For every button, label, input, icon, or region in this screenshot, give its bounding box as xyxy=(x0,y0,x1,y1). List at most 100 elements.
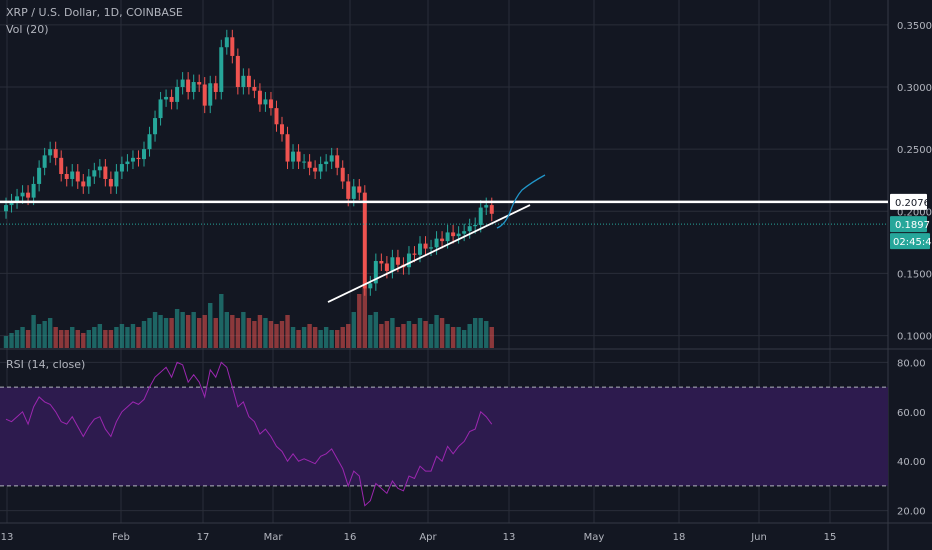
candle-body xyxy=(318,164,323,172)
volume-bar xyxy=(158,315,163,348)
candle-body xyxy=(142,149,146,160)
volume-bar xyxy=(230,315,235,348)
volume-bar xyxy=(180,312,185,348)
candle-body xyxy=(440,238,445,242)
volume-bar xyxy=(395,327,401,348)
volume-bar xyxy=(450,327,456,348)
volume-bar xyxy=(125,327,130,348)
candle-body xyxy=(384,263,389,271)
price-tick-label: 0.3000 xyxy=(897,83,932,94)
candle-body xyxy=(175,87,180,102)
level-price-label: 0.2076 xyxy=(895,198,930,209)
time-tick-label: Apr xyxy=(419,532,437,543)
candle-body xyxy=(296,151,301,162)
candle-body xyxy=(208,83,213,106)
candle-body xyxy=(235,55,240,87)
volume-bar xyxy=(340,327,345,348)
candle-body xyxy=(191,82,196,92)
volume-bar xyxy=(329,330,334,348)
volume-bar xyxy=(47,318,53,348)
volume-bar xyxy=(31,315,36,348)
time-tick-label: Mar xyxy=(264,532,284,543)
time-tick-label: 15 xyxy=(824,532,837,543)
time-tick-label: 13 xyxy=(1,532,14,543)
volume-bar xyxy=(456,327,461,348)
volume-bar xyxy=(252,321,257,348)
candle-body xyxy=(280,124,284,135)
candle-body xyxy=(268,99,273,109)
volume-bar xyxy=(445,324,450,348)
volume-legend[interactable]: Vol (20) xyxy=(6,23,49,36)
volume-bar xyxy=(478,318,483,348)
candle-body xyxy=(346,181,351,199)
candle-body xyxy=(4,205,8,212)
volume-bar xyxy=(434,315,439,348)
volume-bar xyxy=(136,327,141,348)
time-tick-label: May xyxy=(584,532,605,543)
candle-body xyxy=(114,171,119,187)
volume-bar xyxy=(92,327,97,348)
candle-body xyxy=(390,257,395,271)
volume-bar xyxy=(130,324,136,348)
volume-bar xyxy=(318,330,323,348)
candle-body xyxy=(307,161,312,168)
volume-bar xyxy=(86,330,91,348)
volume-bar xyxy=(197,318,202,348)
volume-bar xyxy=(412,324,417,348)
candle-body xyxy=(92,170,97,177)
volume-bar xyxy=(213,318,218,348)
volume-bar xyxy=(263,318,268,348)
candle-body xyxy=(406,253,411,268)
rsi-band xyxy=(0,387,888,486)
rsi-legend[interactable]: RSI (14, close) xyxy=(6,358,86,371)
volume-bar xyxy=(191,312,196,348)
axes: 0.3500 0.3000 0.2500 0.2000 0.1500 0.1000 80.0… xyxy=(1,21,932,543)
volume-bar xyxy=(185,315,191,348)
candle-body xyxy=(473,224,478,227)
price-tick-label: 0.1500 xyxy=(897,269,932,280)
volume-bar xyxy=(64,330,69,348)
volume-bar xyxy=(307,324,312,348)
volume-bar xyxy=(14,330,20,348)
candle-body xyxy=(484,205,489,208)
volume-bar xyxy=(36,324,42,348)
candle-body xyxy=(423,243,428,249)
volume-bar xyxy=(335,330,340,348)
symbol-legend[interactable]: XRP / U.S. Dollar, 1D, COINBASE xyxy=(6,6,183,19)
volume-bar xyxy=(3,336,9,348)
time-tick-label: Jun xyxy=(750,532,767,543)
candle-body xyxy=(257,90,262,105)
time-tick-label: 17 xyxy=(197,532,210,543)
candle-body xyxy=(81,181,86,187)
volume-bar xyxy=(20,327,25,348)
candle-body xyxy=(169,96,174,102)
candle-body xyxy=(224,37,229,48)
time-tick-label: Feb xyxy=(112,532,130,543)
volume-bar xyxy=(467,324,472,348)
candles xyxy=(4,29,494,296)
rsi-tick-label: 20.00 xyxy=(897,507,926,518)
candle-body xyxy=(246,75,251,87)
candle-body xyxy=(164,96,169,100)
volume-bar xyxy=(373,312,379,348)
candle-body xyxy=(462,231,467,234)
volume-bar xyxy=(312,327,318,348)
volume-bar xyxy=(224,312,229,348)
candle-body xyxy=(153,118,158,135)
volume-bar xyxy=(208,303,213,348)
volume-bar xyxy=(423,321,428,348)
last-price-label: 0.1897 xyxy=(895,220,930,231)
volume-bar xyxy=(484,321,489,348)
candle-body xyxy=(335,155,340,168)
candle-body xyxy=(478,207,483,225)
time-tick-label: 16 xyxy=(344,532,357,543)
volume-bar xyxy=(97,324,103,348)
volume-bar xyxy=(147,318,152,348)
candle-body xyxy=(86,176,91,187)
volume-bar xyxy=(351,312,356,348)
candle-body xyxy=(373,261,378,284)
volume-bar xyxy=(285,315,290,348)
drawings xyxy=(0,174,888,303)
volume-bar xyxy=(279,321,285,348)
